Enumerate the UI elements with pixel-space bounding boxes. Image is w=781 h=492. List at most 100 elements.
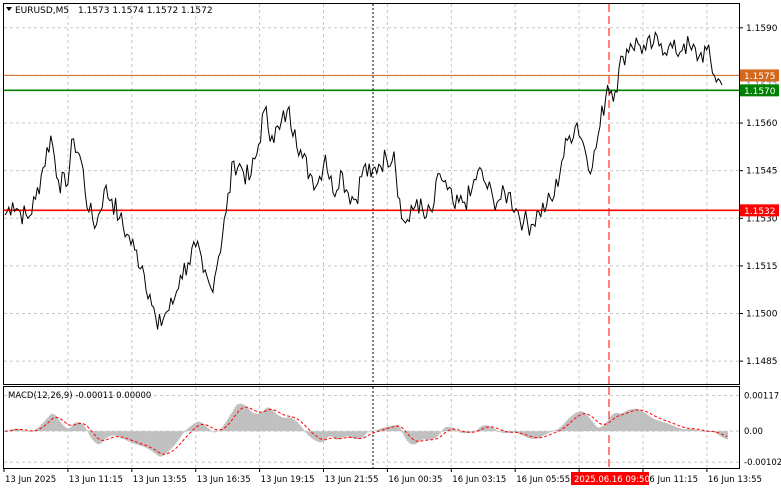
macd-histogram-bar [230,414,232,432]
macd-histogram-bar [296,421,298,432]
macd-histogram-bar [575,412,578,432]
macd-histogram-bar [28,431,31,432]
macd-histogram-bar [641,411,644,432]
macd-histogram-bar [94,431,97,443]
macd-histogram-bar [262,410,265,432]
macd-histogram-bar [117,431,120,437]
macd-histogram-bar [631,409,633,432]
macd-histogram-bar [372,430,375,432]
macd-histogram-bar [259,413,261,432]
macd-histogram-bar [294,420,297,432]
macd-histogram-bar [250,411,252,432]
macd-histogram-bar [558,427,561,432]
macd-histogram-bar [119,431,122,438]
macd-histogram-bar [33,430,36,432]
macd-histogram-bar [540,431,543,437]
macd-histogram-bar [439,431,441,434]
macd-histogram-bar [517,431,520,434]
macd-histogram-bar [531,431,533,439]
macd-histogram-bar [113,431,116,436]
macd-histogram-bar [580,411,583,432]
macd-histogram-bar [21,429,23,432]
macd-histogram-bar [263,409,266,432]
macd-histogram-bar [408,431,410,443]
macd-histogram-bar [690,429,693,432]
macd-histogram-bar [56,417,59,432]
macd-histogram-bar [88,431,91,436]
macd-histogram-bar [101,431,103,443]
macd-histogram-bar [73,423,76,432]
macd-histogram-bar [632,408,635,432]
macd-histogram-bar [197,421,200,432]
macd-histogram-bar [465,431,467,434]
macd-histogram-bar [391,425,394,432]
macd-histogram-bar [214,431,217,433]
macd-histogram-bar [150,431,152,451]
macd-histogram-bar [623,412,626,432]
macd-histogram-bar [597,427,599,432]
macd-histogram-bar [646,414,649,432]
macd-histogram-bar [329,431,332,437]
macd-histogram-bar [449,427,452,432]
macd-histogram-bar [709,431,712,432]
macd-histogram-bar [65,428,68,432]
macd-histogram-bar [27,431,30,432]
macd-histogram-bar [445,427,447,432]
level-label-box-ask [740,69,779,82]
macd-histogram-bar [61,423,63,432]
macd-histogram-bar [674,426,676,432]
macd-histogram-bar [293,419,295,432]
macd-histogram-bar [706,431,709,433]
macd-histogram-bar [715,431,718,434]
macd-histogram-bar [203,425,206,432]
macd-histogram-bar [185,429,188,432]
macd-histogram-bar [678,428,681,432]
macd-histogram-bar [354,431,357,439]
macd-histogram-bar [176,431,179,442]
macd-histogram-bar [574,413,576,432]
macd-histogram-bar [173,431,175,446]
macd-histogram-bar [598,427,601,432]
macd-histogram-bar [617,413,619,432]
macd-histogram-bar [603,424,606,432]
macd-histogram-bar [624,411,627,432]
macd-histogram-bar [53,414,56,432]
macd-histogram-bar [303,431,306,432]
macd-histogram-bar [672,425,675,432]
macd-histogram-bar [322,431,324,442]
macd-histogram-bar [297,423,300,432]
macd-histogram-bar [429,431,432,440]
macd-histogram-bar [474,431,477,432]
macd-histogram-bar [394,425,397,432]
dropdown-triangle-icon[interactable] [6,7,12,11]
macd-histogram-bar [572,414,575,432]
macd-histogram-bar [446,426,449,432]
macd-histogram-bar [365,431,367,434]
macd-histogram-bar [503,431,506,434]
macd-histogram-bar [386,426,389,432]
macd-histogram-bar [548,431,550,433]
macd-histogram-bar [227,419,229,432]
macd-histogram-bar [290,417,292,432]
macd-histogram-bar [577,412,579,432]
macd-histogram-bar [240,403,243,432]
macd-histogram-bar [154,431,157,454]
macd-histogram-bar [84,427,86,432]
macd-histogram-bar [442,429,444,432]
macd-histogram-bar [242,404,245,432]
macd-histogram-bar [703,431,705,432]
macd-histogram-bar [649,416,652,432]
macd-histogram-bar [478,427,481,432]
macd-histogram-bar [588,417,590,432]
time-tick-label: 13 Jun 16:35 [197,475,251,485]
macd-histogram-bar [331,431,334,437]
macd-histogram-bar [607,419,610,432]
macd-histogram-bar [85,429,88,432]
macd-histogram-bar [58,419,60,432]
macd-histogram-bar [508,431,510,433]
macd-histogram-bar [248,409,251,432]
macd-histogram-bar [488,426,490,432]
macd-histogram-bar [600,427,603,432]
macd-histogram-bar [592,422,595,432]
